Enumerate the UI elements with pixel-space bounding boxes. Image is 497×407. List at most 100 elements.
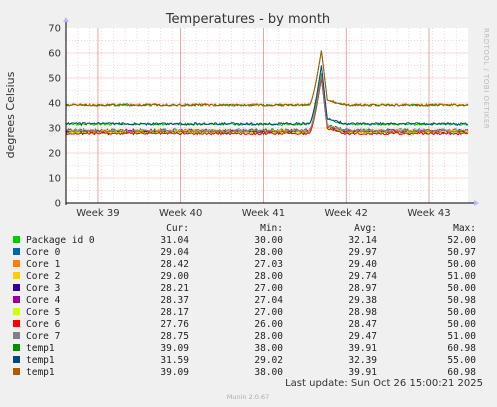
- y-tick-label: 20: [48, 149, 61, 160]
- series-line: [65, 75, 469, 133]
- legend-series-name: Core 2: [26, 271, 60, 282]
- legend-value: 27.76: [160, 319, 189, 330]
- legend-swatch: [13, 320, 20, 327]
- legend-swatch: [13, 344, 20, 351]
- x-tick-label: Week 39: [76, 208, 119, 219]
- legend-value: 31.04: [160, 235, 189, 246]
- y-tick-label: 10: [48, 174, 61, 185]
- legend-value: 29.04: [160, 247, 189, 258]
- legend-series-name: Core 6: [26, 319, 61, 330]
- legend-swatch: [13, 284, 20, 291]
- side-credit: RRDTOOL / TOBI OETIKER: [482, 28, 490, 129]
- legend-swatch: [13, 332, 20, 339]
- y-axis-arrow: [63, 17, 69, 22]
- legend-value: 60.98: [447, 343, 476, 354]
- munin-version: Munin 2.0.67: [227, 393, 270, 401]
- legend-column-header: Max:: [453, 223, 476, 234]
- legend-value: 39.09: [160, 367, 189, 378]
- legend-value: 52.00: [447, 235, 476, 246]
- legend-value: 38.00: [254, 367, 283, 378]
- x-tick-label: Week 42: [325, 208, 368, 219]
- legend-swatch: [13, 356, 20, 363]
- legend-value: 60.98: [447, 367, 476, 378]
- legend-series-name: Core 0: [26, 247, 61, 258]
- legend-column-header: Avg:: [354, 223, 377, 234]
- legend-value: 50.00: [447, 319, 476, 330]
- legend-value: 28.00: [254, 271, 283, 282]
- x-tick-label: Week 43: [407, 208, 450, 219]
- x-tick-label: Week 41: [242, 208, 285, 219]
- legend-value: 51.00: [447, 331, 476, 342]
- legend-series-name: temp1: [26, 343, 55, 354]
- legend-column-header: Min:: [260, 223, 283, 234]
- legend-series-name: Core 7: [26, 331, 60, 342]
- legend-swatch: [13, 368, 20, 375]
- legend-value: 50.00: [447, 259, 476, 270]
- y-tick-label: 40: [48, 99, 61, 110]
- legend-series-name: Core 4: [26, 295, 61, 306]
- legend-value: 29.40: [348, 259, 377, 270]
- legend-value: 27.00: [254, 283, 283, 294]
- legend-value: 27.03: [254, 259, 283, 270]
- legend-value: 27.04: [254, 295, 283, 306]
- y-tick-label: 0: [55, 199, 61, 210]
- legend-value: 50.98: [447, 295, 476, 306]
- legend-swatch: [13, 260, 20, 267]
- legend-value: 29.74: [348, 271, 377, 282]
- legend-value: 50.00: [447, 283, 476, 294]
- legend-value: 39.09: [160, 343, 189, 354]
- legend-value: 55.00: [447, 355, 476, 366]
- legend-value: 28.21: [160, 283, 189, 294]
- legend-series-name: Package id 0: [26, 235, 95, 246]
- y-tick-label: 30: [48, 124, 61, 135]
- legend-value: 28.47: [348, 319, 377, 330]
- last-update: Last update: Sun Oct 26 15:00:21 2025: [285, 378, 483, 389]
- x-tick-label: Week 40: [159, 208, 202, 219]
- legend-value: 32.14: [348, 235, 377, 246]
- legend-value: 29.47: [348, 331, 377, 342]
- legend-series-name: temp1: [26, 355, 55, 366]
- series-line: [65, 50, 469, 107]
- legend-value: 26.00: [254, 319, 283, 330]
- legend-value: 39.91: [348, 367, 377, 378]
- legend-value: 29.38: [348, 295, 377, 306]
- legend-value: 30.00: [254, 235, 283, 246]
- legend-value: 28.37: [160, 295, 189, 306]
- legend-value: 28.00: [254, 247, 283, 258]
- legend-value: 50.00: [447, 307, 476, 318]
- legend-value: 28.17: [160, 307, 189, 318]
- legend-value: 27.00: [254, 307, 283, 318]
- legend-value: 39.91: [348, 343, 377, 354]
- legend-value: 29.00: [160, 271, 189, 282]
- series-line: [65, 77, 469, 136]
- legend-value: 28.98: [348, 307, 377, 318]
- legend-value: 28.75: [160, 331, 189, 342]
- legend-value: 28.42: [160, 259, 189, 270]
- chart-title: Temperatures - by month: [165, 12, 330, 27]
- legend-value: 28.00: [254, 331, 283, 342]
- legend-value: 28.97: [348, 283, 377, 294]
- y-axis-label: degrees Celsius: [4, 71, 17, 158]
- y-tick-label: 50: [48, 74, 61, 85]
- x-axis-arrow: [474, 200, 479, 206]
- series-line: [65, 65, 469, 126]
- legend-swatch: [13, 296, 20, 303]
- legend-swatch: [13, 236, 20, 243]
- legend-value: 51.00: [447, 271, 476, 282]
- legend-value: 29.02: [254, 355, 283, 366]
- legend-series-name: Core 1: [26, 259, 61, 270]
- legend-swatch: [13, 248, 20, 255]
- legend-series-name: temp1: [26, 367, 55, 378]
- legend-series-name: Core 5: [26, 307, 60, 318]
- legend-value: 31.59: [160, 355, 189, 366]
- legend-series-name: Core 3: [26, 283, 60, 294]
- legend-value: 29.97: [348, 247, 377, 258]
- legend-value: 32.39: [348, 355, 377, 366]
- legend-value: 50.97: [447, 247, 476, 258]
- legend-value: 38.00: [254, 343, 283, 354]
- legend-swatch: [13, 272, 20, 279]
- legend-swatch: [13, 308, 20, 315]
- legend-column-header: Cur:: [166, 223, 189, 234]
- y-tick-label: 70: [48, 24, 61, 35]
